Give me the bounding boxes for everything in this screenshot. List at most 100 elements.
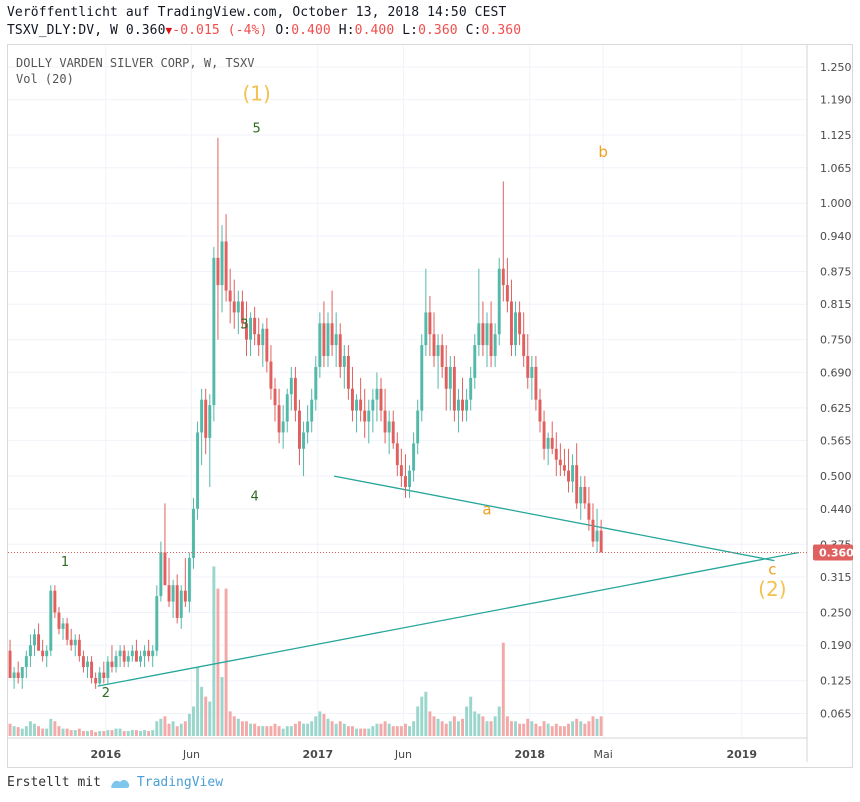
footer-brand[interactable]: TradingView <box>136 775 224 790</box>
volume-bar <box>518 723 522 736</box>
candle-body <box>208 405 212 438</box>
volume-bar <box>591 716 595 736</box>
candle-body <box>102 672 106 678</box>
candle-body <box>444 366 448 389</box>
candle-body <box>77 639 81 657</box>
volume-bar <box>420 696 424 736</box>
candle-body <box>265 328 269 362</box>
candle-body <box>20 667 24 678</box>
candle-body <box>387 421 391 433</box>
candle-body <box>379 388 383 411</box>
candle-body <box>355 399 359 411</box>
candle-body <box>346 356 350 389</box>
volume-bar <box>444 723 448 736</box>
y-tick-label: 0.875 <box>820 265 852 278</box>
candle-body <box>69 639 73 646</box>
candle-body <box>289 377 293 395</box>
candle-body <box>514 312 517 346</box>
candle-body <box>473 345 477 378</box>
chart-frame[interactable] <box>7 44 853 768</box>
candle-body <box>236 301 240 313</box>
volume-bar <box>493 716 497 736</box>
candle-body <box>342 356 346 367</box>
volume-bar <box>240 721 244 736</box>
footer-label: Erstellt mit <box>7 775 101 790</box>
candle-body <box>575 465 579 504</box>
last-price-label: 0.360 <box>819 546 854 559</box>
volume-bar <box>416 706 420 736</box>
candle-body <box>363 410 367 422</box>
volume-bar <box>285 726 289 736</box>
volume-bar <box>595 718 599 736</box>
x-tick-label: Mai <box>594 748 613 761</box>
candle-body <box>159 552 163 597</box>
candle-body <box>359 399 363 411</box>
volume-bar <box>412 721 416 736</box>
candle-body <box>501 268 505 286</box>
ohlc-h-value: 0.400 <box>354 23 395 38</box>
candle-body <box>293 377 297 411</box>
volume-bar <box>289 726 293 736</box>
volume-bar <box>175 726 179 736</box>
candle-body <box>261 328 265 346</box>
candle-body <box>41 650 45 657</box>
candle-body <box>338 334 342 367</box>
wave-label: 2 <box>102 686 110 701</box>
candle-body <box>253 317 257 335</box>
candle-body <box>428 312 432 335</box>
volume-bar <box>151 730 155 736</box>
x-tick-label: Jun <box>182 748 200 761</box>
volume-bar <box>469 696 473 736</box>
volume-bar <box>334 723 338 736</box>
volume-bar <box>155 721 159 736</box>
candle-body <box>330 323 334 346</box>
volume-bar <box>538 726 542 736</box>
y-tick-label: 0.065 <box>820 707 852 720</box>
volume-bar <box>216 588 220 736</box>
volume-bar <box>192 706 195 736</box>
volume-bar <box>310 721 314 736</box>
candle-body <box>73 639 77 646</box>
volume-bar <box>514 721 517 736</box>
candle-body <box>591 519 595 542</box>
volume-bar <box>554 723 558 736</box>
candle-body <box>28 645 32 657</box>
volume-bar <box>387 723 391 736</box>
candle-body <box>436 345 440 357</box>
candle-body <box>522 334 526 357</box>
candle-body <box>257 334 261 346</box>
volume-bar <box>45 728 49 736</box>
legend-title: DOLLY VARDEN SILVER CORP, W, TSXV <box>16 56 255 70</box>
volume-bar <box>41 728 45 736</box>
ohlc-o-key: O: <box>275 23 292 38</box>
volume-bar <box>126 731 130 736</box>
volume-bar <box>583 723 587 736</box>
volume-bar <box>81 731 85 736</box>
volume-bar <box>90 730 94 736</box>
candle-body <box>403 476 407 487</box>
volume-bar <box>550 726 554 736</box>
candle-body <box>481 323 485 346</box>
volume-bar <box>298 721 301 736</box>
ohlc-h-key: H: <box>338 23 355 38</box>
legend-volume: Vol (20) <box>16 72 74 86</box>
volume-bar <box>587 721 591 736</box>
candle-body <box>53 590 57 613</box>
x-tick-label: 2016 <box>91 748 122 761</box>
volume-bar <box>306 723 310 736</box>
volume-bar <box>375 723 379 736</box>
volume-bar <box>86 731 89 736</box>
candle-body <box>183 590 187 602</box>
candle-body <box>37 634 41 651</box>
candle-body <box>375 388 379 400</box>
volume-bar <box>497 706 501 736</box>
volume-bar <box>562 726 566 736</box>
volume-bar <box>269 726 273 736</box>
candle-body <box>554 448 558 460</box>
volume-bar <box>371 726 375 736</box>
volume-bar <box>526 718 530 736</box>
volume-bar <box>501 642 505 736</box>
candle-body <box>505 285 509 302</box>
volume-bar <box>94 732 98 736</box>
